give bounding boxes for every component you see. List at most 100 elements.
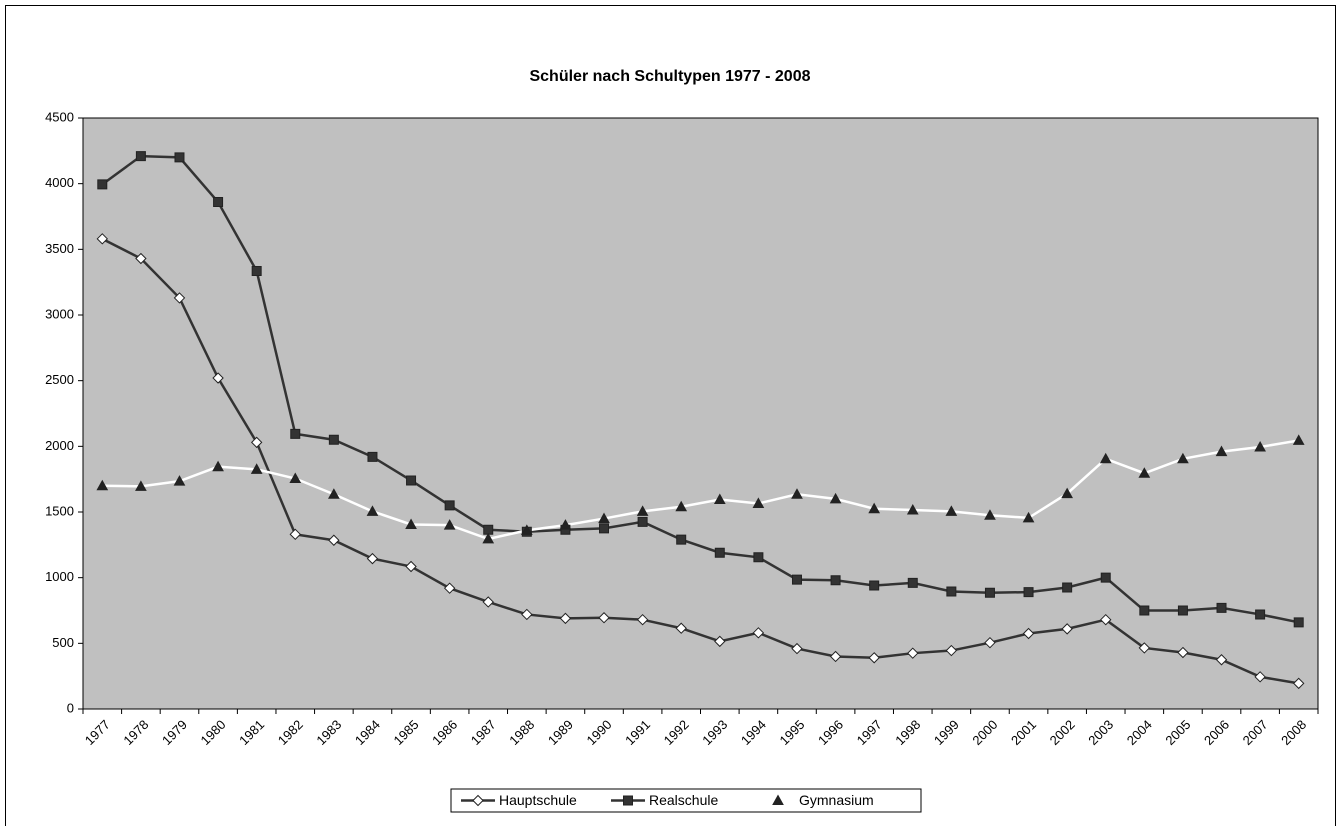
data-point	[675, 622, 687, 634]
data-point	[675, 500, 688, 512]
data-point	[173, 292, 186, 304]
data-point	[1254, 671, 1266, 683]
data-point	[1177, 452, 1189, 464]
data-point	[406, 475, 417, 486]
legend-label: Hauptschule	[499, 792, 577, 808]
y-tick-label: 4000	[45, 175, 74, 190]
data-point	[367, 451, 378, 462]
data-point	[1177, 646, 1189, 659]
data-point	[1100, 613, 1112, 626]
data-point	[752, 497, 765, 508]
data-point	[212, 372, 224, 384]
legend-marker	[472, 794, 484, 807]
data-point	[482, 596, 494, 608]
data-point	[714, 547, 725, 558]
data-point	[96, 479, 109, 491]
data-point	[135, 151, 146, 162]
data-point	[984, 636, 996, 649]
data-point	[1138, 467, 1151, 478]
legend-marker	[772, 794, 784, 805]
data-point	[868, 652, 880, 664]
data-point	[984, 587, 995, 598]
data-point	[289, 528, 301, 541]
y-tick-label: 2000	[45, 438, 74, 453]
data-point	[945, 505, 958, 516]
data-point	[405, 518, 417, 529]
data-point	[135, 252, 147, 265]
data-point	[444, 500, 455, 511]
data-point	[1062, 582, 1073, 593]
data-point	[173, 475, 186, 486]
data-point	[906, 504, 919, 515]
data-point	[1216, 602, 1227, 613]
data-point	[599, 523, 610, 534]
y-tick-label: 4500	[45, 109, 74, 124]
data-point	[97, 179, 108, 190]
data-point	[714, 635, 726, 648]
data-point	[907, 577, 918, 588]
legend	[450, 788, 922, 813]
data-point	[676, 534, 687, 545]
data-point	[1177, 605, 1188, 616]
data-point	[1139, 605, 1150, 616]
data-point	[598, 612, 610, 624]
legend-marker	[623, 795, 633, 806]
data-point	[753, 552, 764, 563]
data-point	[636, 613, 649, 626]
data-point	[328, 534, 340, 546]
data-point	[1138, 642, 1151, 654]
data-point	[212, 460, 224, 472]
data-point	[829, 492, 842, 504]
data-point	[213, 197, 224, 208]
data-point	[868, 502, 881, 514]
series-line	[101, 154, 1299, 624]
data-point	[290, 428, 301, 439]
y-tick-label: 3500	[45, 241, 74, 256]
data-point	[1292, 677, 1305, 690]
data-point	[1255, 609, 1266, 620]
data-point	[328, 434, 339, 445]
data-point	[443, 519, 456, 530]
data-point	[405, 560, 417, 573]
series-line	[102, 439, 1299, 541]
data-point	[636, 505, 649, 516]
y-tick-label: 1500	[45, 503, 74, 518]
data-point	[1100, 572, 1111, 583]
data-point	[251, 266, 262, 277]
data-point	[1292, 434, 1305, 445]
data-point	[250, 436, 263, 449]
data-point	[946, 586, 957, 597]
data-point	[1022, 627, 1035, 640]
plot-area	[82, 117, 1319, 710]
data-point	[829, 650, 842, 663]
data-point	[289, 472, 302, 484]
legend-label: Gymnasium	[799, 792, 874, 808]
data-point	[1023, 587, 1034, 598]
data-point	[1254, 440, 1266, 452]
data-point	[520, 524, 533, 535]
data-point	[945, 644, 958, 657]
data-point	[598, 512, 610, 524]
data-point	[713, 493, 726, 505]
y-tick-label: 1000	[45, 569, 74, 584]
chart-title: Schüler nach Schultypen 1977 - 2008	[529, 68, 810, 85]
data-point	[250, 463, 263, 474]
data-point	[791, 574, 802, 585]
data-point	[1061, 487, 1073, 499]
data-point	[96, 233, 109, 245]
y-tick-label: 500	[52, 635, 74, 650]
data-point	[984, 509, 996, 520]
data-point	[907, 647, 919, 659]
data-point	[366, 552, 379, 565]
data-point	[1293, 617, 1304, 628]
data-point	[791, 488, 803, 499]
data-point	[1215, 445, 1228, 457]
data-point	[637, 516, 648, 527]
data-point	[1061, 623, 1073, 635]
data-point	[483, 524, 494, 535]
data-point	[482, 532, 495, 544]
data-point	[1022, 511, 1035, 523]
data-point	[174, 152, 185, 163]
data-point	[521, 608, 533, 621]
